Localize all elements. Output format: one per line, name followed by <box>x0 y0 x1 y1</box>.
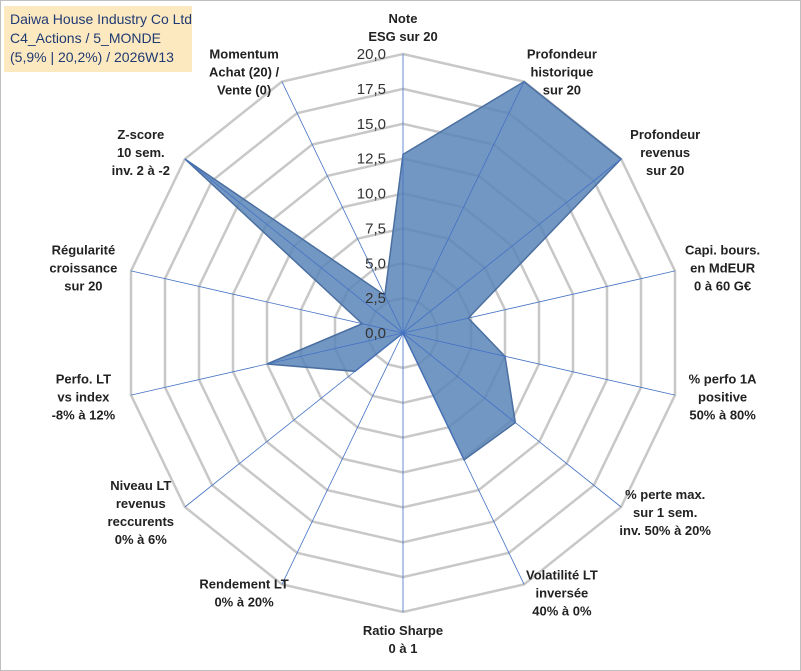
info-box: Daiwa House Industry Co Ltd C4_Actions /… <box>4 6 192 72</box>
axis-spoke <box>402 332 676 396</box>
axis-spoke <box>281 81 404 334</box>
axis-label: % perte max. sur 1 sem. inv. 50% à 20% <box>619 487 711 538</box>
axis-label: Ratio Sharpe 0 à 1 <box>363 623 443 656</box>
axis-spoke <box>402 332 622 508</box>
axis-label: Volatilité LT inversée 40% à 0% <box>526 567 598 618</box>
axis-label: Perfo. LT vs index -8% à 12% <box>52 371 116 422</box>
axis-spoke <box>130 332 404 396</box>
axis-label: Note ESG sur 20 <box>368 11 437 44</box>
tick-label: 17,5 <box>357 81 386 98</box>
tick-label: 0,0 <box>365 325 386 342</box>
axis-label-layer: Note ESG sur 20 Profondeur historique sur 20… <box>49 11 760 656</box>
axis-spoke <box>402 158 622 334</box>
axis-label: Profondeur revenus sur 20 <box>630 127 700 178</box>
tick-label: 5,0 <box>365 255 386 272</box>
axis-spoke <box>130 270 404 334</box>
axis-label: Momentum Achat (20) / Vente (0) <box>209 47 279 98</box>
axis-label: Rendement LT 0% à 20% <box>199 576 288 609</box>
axis-spoke <box>281 332 404 585</box>
axis-spoke <box>402 81 525 334</box>
spoke-layer <box>130 54 676 612</box>
axis-spoke <box>184 332 404 508</box>
tick-label: 12,5 <box>357 151 386 168</box>
tick-label: 20,0 <box>357 46 386 63</box>
tick-label: 2,5 <box>365 290 386 307</box>
axis-label: Capi. bours. en MdEUR 0 à 60 G€ <box>685 243 760 294</box>
axis-label: Régularité croissance sur 20 <box>49 243 117 294</box>
axis-spoke <box>184 158 404 334</box>
company-name: Daiwa House Industry Co Ltd <box>10 11 193 27</box>
axis-label: % perfo 1A positive 50% à 80% <box>689 371 758 422</box>
tick-label: 15,0 <box>357 116 386 133</box>
tick-layer: 0,0 2,5 5,0 7,5 10,0 12,5 15,0 17,5 20,0 <box>357 46 386 342</box>
tick-label: 7,5 <box>365 220 386 237</box>
axis-label: Z-score 10 sem. inv. 2 à -2 <box>112 127 170 178</box>
axis-label: Profondeur historique sur 20 <box>527 47 597 98</box>
axis-spoke <box>402 332 525 585</box>
axis-spoke <box>402 270 676 334</box>
axis-label: Niveau LT revenus reccurents 0% à 6% <box>108 478 174 547</box>
portfolio-stats: (5,9% | 20,2%) / 2026W13 <box>10 49 174 65</box>
portfolio-name: C4_Actions / 5_MONDE <box>10 30 161 46</box>
tick-label: 10,0 <box>357 186 386 203</box>
